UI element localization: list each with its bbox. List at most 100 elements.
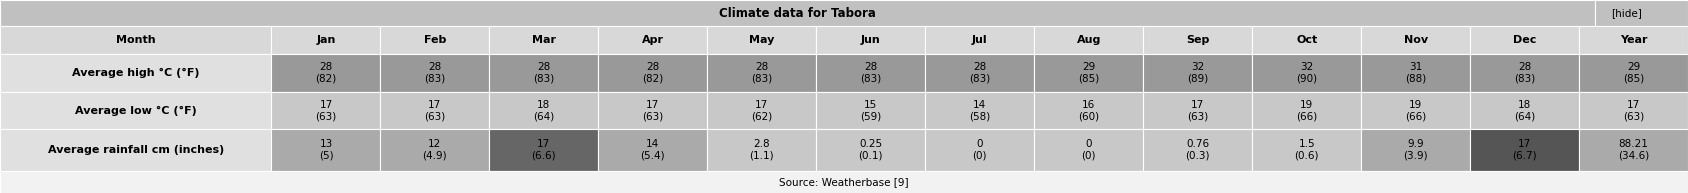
Text: Average low °C (°F): Average low °C (°F) [74,105,196,116]
Text: 17
(63): 17 (63) [316,100,336,121]
Text: 14
(5.4): 14 (5.4) [640,139,665,161]
Text: 32
(90): 32 (90) [1296,62,1317,84]
Text: 0.25
(0.1): 0.25 (0.1) [859,139,883,161]
Text: 17
(62): 17 (62) [751,100,773,121]
Bar [0,129,272,171]
Bar [925,129,1035,171]
Bar [272,129,380,171]
Bar [1578,92,1688,129]
Bar [1595,0,1688,26]
Bar [0,171,1688,193]
Bar [1252,129,1361,171]
Bar [380,26,490,54]
Text: 28
(83): 28 (83) [969,62,991,84]
Bar [1143,26,1252,54]
Text: Dec: Dec [1512,35,1536,45]
Text: 2.8
(1.1): 2.8 (1.1) [749,139,775,161]
Text: Sep: Sep [1187,35,1209,45]
Bar [1578,129,1688,171]
Text: Jan: Jan [316,35,336,45]
Text: 17
(63): 17 (63) [641,100,663,121]
Text: Year: Year [1620,35,1647,45]
Bar [598,26,707,54]
Bar [0,92,272,129]
Text: Climate data for Tabora: Climate data for Tabora [719,7,876,19]
Bar [925,92,1035,129]
Text: 28
(83): 28 (83) [533,62,555,84]
Text: 0
(0): 0 (0) [972,139,987,161]
Bar [1361,129,1470,171]
Bar [272,92,380,129]
Text: 17
(6.6): 17 (6.6) [532,139,557,161]
Text: 28
(83): 28 (83) [861,62,881,84]
Text: 28
(82): 28 (82) [641,62,663,84]
Text: 28
(83): 28 (83) [424,62,446,84]
Bar [1252,92,1361,129]
Text: 17
(63): 17 (63) [424,100,446,121]
Bar [707,129,817,171]
Text: Month: Month [116,35,155,45]
Bar [1470,129,1578,171]
Bar [1252,54,1361,92]
Bar [707,92,817,129]
Bar [1035,92,1143,129]
Text: 28
(83): 28 (83) [751,62,773,84]
Text: 12
(4.9): 12 (4.9) [422,139,447,161]
Text: 15
(59): 15 (59) [861,100,881,121]
Text: [hide]: [hide] [1610,8,1642,18]
Text: 14
(58): 14 (58) [969,100,991,121]
Bar [1470,54,1578,92]
Bar [380,92,490,129]
Bar [817,129,925,171]
Text: Oct: Oct [1296,35,1317,45]
Bar [1035,129,1143,171]
Bar [1470,26,1578,54]
Bar [1035,54,1143,92]
Text: Source: Weatherbase [9]: Source: Weatherbase [9] [780,177,908,187]
Text: 28
(82): 28 (82) [316,62,336,84]
Text: 19
(66): 19 (66) [1404,100,1426,121]
Bar [1035,26,1143,54]
Bar [925,54,1035,92]
Bar [380,54,490,92]
Text: Average rainfall cm (inches): Average rainfall cm (inches) [47,145,225,155]
Bar [272,26,380,54]
Text: 29
(85): 29 (85) [1622,62,1644,84]
Bar [1252,26,1361,54]
Text: Nov: Nov [1403,35,1428,45]
Bar [1578,54,1688,92]
Bar [1143,129,1252,171]
Text: 18
(64): 18 (64) [533,100,555,121]
Text: 88.21
(34.6): 88.21 (34.6) [1617,139,1649,161]
Text: 17
(6.7): 17 (6.7) [1512,139,1536,161]
Text: Average high °C (°F): Average high °C (°F) [73,68,199,78]
Text: 13
(5): 13 (5) [319,139,333,161]
Bar [490,129,598,171]
Text: 0.76
(0.3): 0.76 (0.3) [1185,139,1210,161]
Text: May: May [749,35,775,45]
Text: 17
(63): 17 (63) [1187,100,1209,121]
Bar [817,26,925,54]
Bar [1361,92,1470,129]
Bar [1470,92,1578,129]
Bar [1361,26,1470,54]
Text: Jun: Jun [861,35,881,45]
Bar [0,0,1595,26]
Text: 9.9
(3.9): 9.9 (3.9) [1403,139,1428,161]
Text: Aug: Aug [1077,35,1101,45]
Bar [1361,54,1470,92]
Text: 32
(89): 32 (89) [1187,62,1209,84]
Bar [925,26,1035,54]
Bar [817,54,925,92]
Text: 19
(66): 19 (66) [1296,100,1317,121]
Bar [490,54,598,92]
Text: 1.5
(0.6): 1.5 (0.6) [1295,139,1318,161]
Bar [1578,26,1688,54]
Text: Feb: Feb [424,35,446,45]
Text: 18
(64): 18 (64) [1514,100,1534,121]
Bar [0,54,272,92]
Bar [0,26,272,54]
Text: 16
(60): 16 (60) [1079,100,1099,121]
Text: Mar: Mar [532,35,555,45]
Bar [707,26,817,54]
